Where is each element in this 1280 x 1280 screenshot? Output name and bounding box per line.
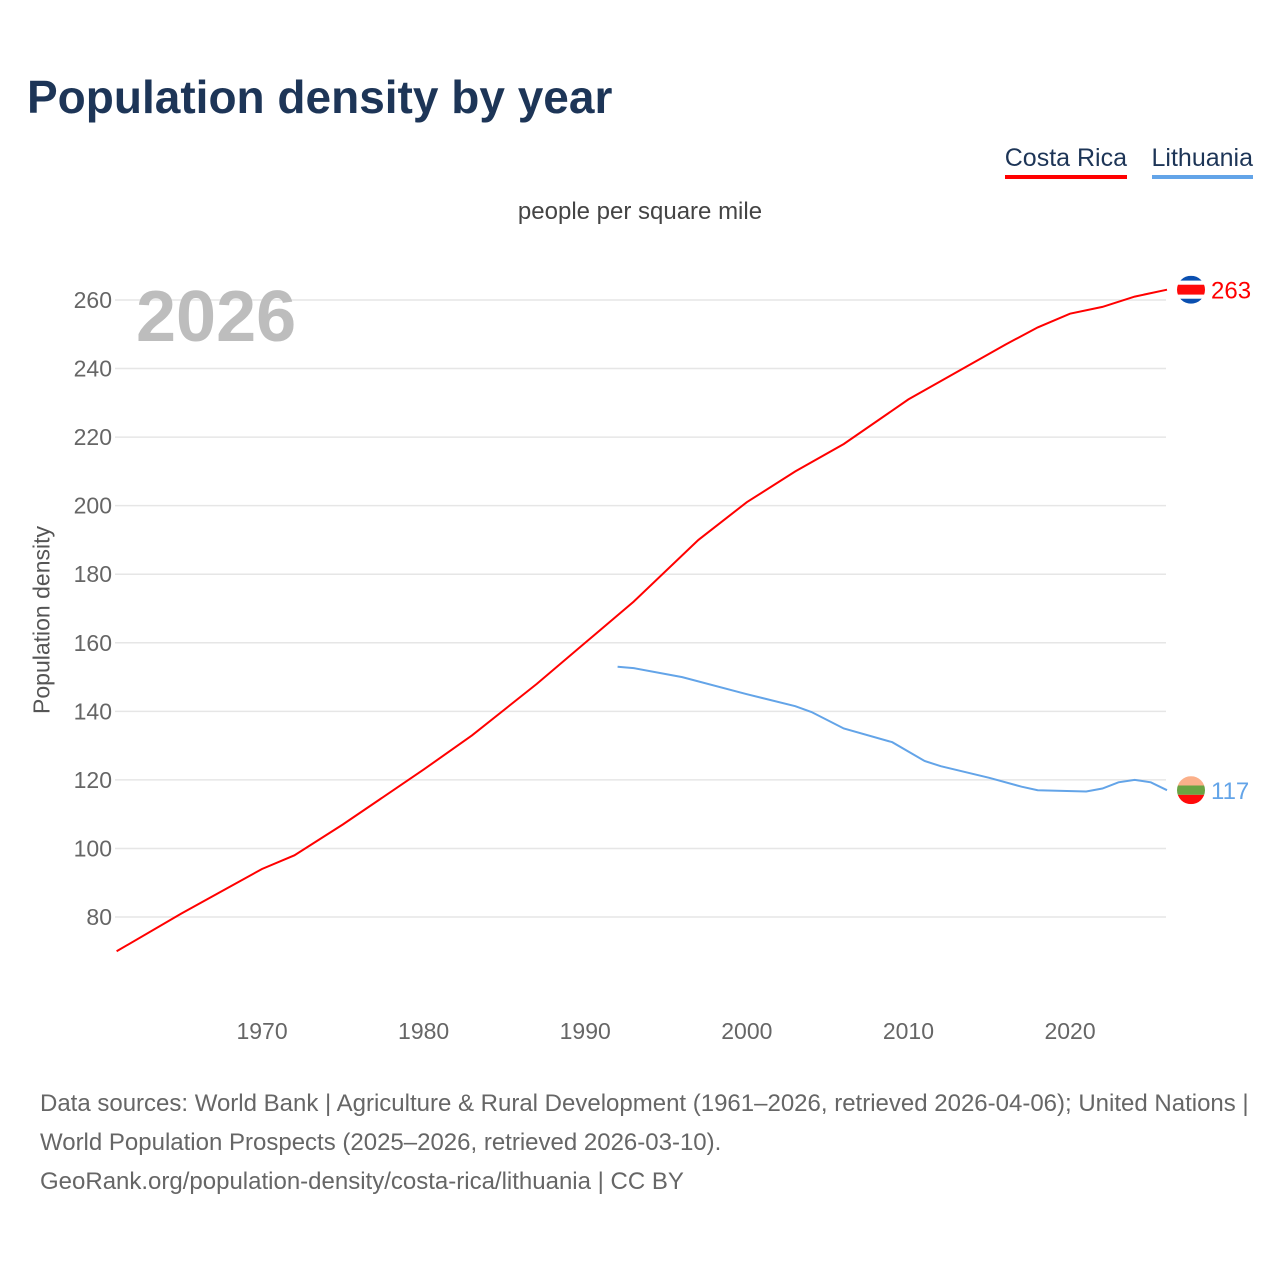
flag-stripe: [1177, 275, 1205, 281]
y-tick-label: 100: [74, 835, 112, 861]
flag-stripe: [1177, 280, 1205, 285]
flag-stripe: [1177, 794, 1205, 805]
flag-stripe: [1177, 785, 1205, 795]
data-sources: Data sources: World Bank | Agriculture &…: [40, 1090, 1249, 1156]
legend-costa-rica[interactable]: Costa Rica: [1004, 144, 1127, 179]
series-line-lithuania: [617, 665, 1168, 793]
x-tick-label: 2000: [721, 1018, 772, 1044]
y-tick-label: 120: [74, 767, 112, 793]
y-tick-label: 80: [86, 904, 112, 930]
footer: Data sources: World Bank | Agriculture &…: [40, 1084, 1250, 1201]
costa-rica-flag-icon: [1177, 275, 1205, 304]
source-link[interactable]: GeoRank.org/population-density/costa-ric…: [40, 1168, 684, 1195]
end-value-label: 117: [1211, 778, 1249, 805]
flag-stripe: [1177, 284, 1205, 295]
y-tick-label: 240: [74, 356, 112, 382]
end-value-label: 263: [1211, 278, 1251, 305]
y-tick-label: 260: [74, 287, 112, 313]
x-tick-label: 1980: [398, 1018, 449, 1044]
y-tick-label: 220: [74, 424, 112, 450]
series-line-costa-rica: [116, 288, 1168, 953]
y-tick-label: 140: [74, 698, 112, 724]
legend-lithuania[interactable]: Lithuania: [1151, 144, 1253, 179]
x-tick-label: 2010: [883, 1018, 934, 1044]
flag-stripe: [1177, 776, 1205, 786]
x-tick-label: 1970: [236, 1018, 287, 1044]
flag-stripe: [1177, 298, 1205, 304]
chart-subtitle: people per square mile: [517, 198, 763, 225]
y-tick-label: 160: [74, 630, 112, 656]
year-watermark: 2026: [136, 277, 296, 357]
x-tick-label: 2020: [1044, 1018, 1095, 1044]
lithuania-flag-icon: [1177, 776, 1205, 805]
y-tick-label: 200: [74, 493, 112, 519]
y-tick-label: 180: [74, 561, 112, 587]
x-tick-label: 1990: [560, 1018, 611, 1044]
chart-title: Population density by year: [27, 71, 613, 123]
flag-stripe: [1177, 294, 1205, 299]
